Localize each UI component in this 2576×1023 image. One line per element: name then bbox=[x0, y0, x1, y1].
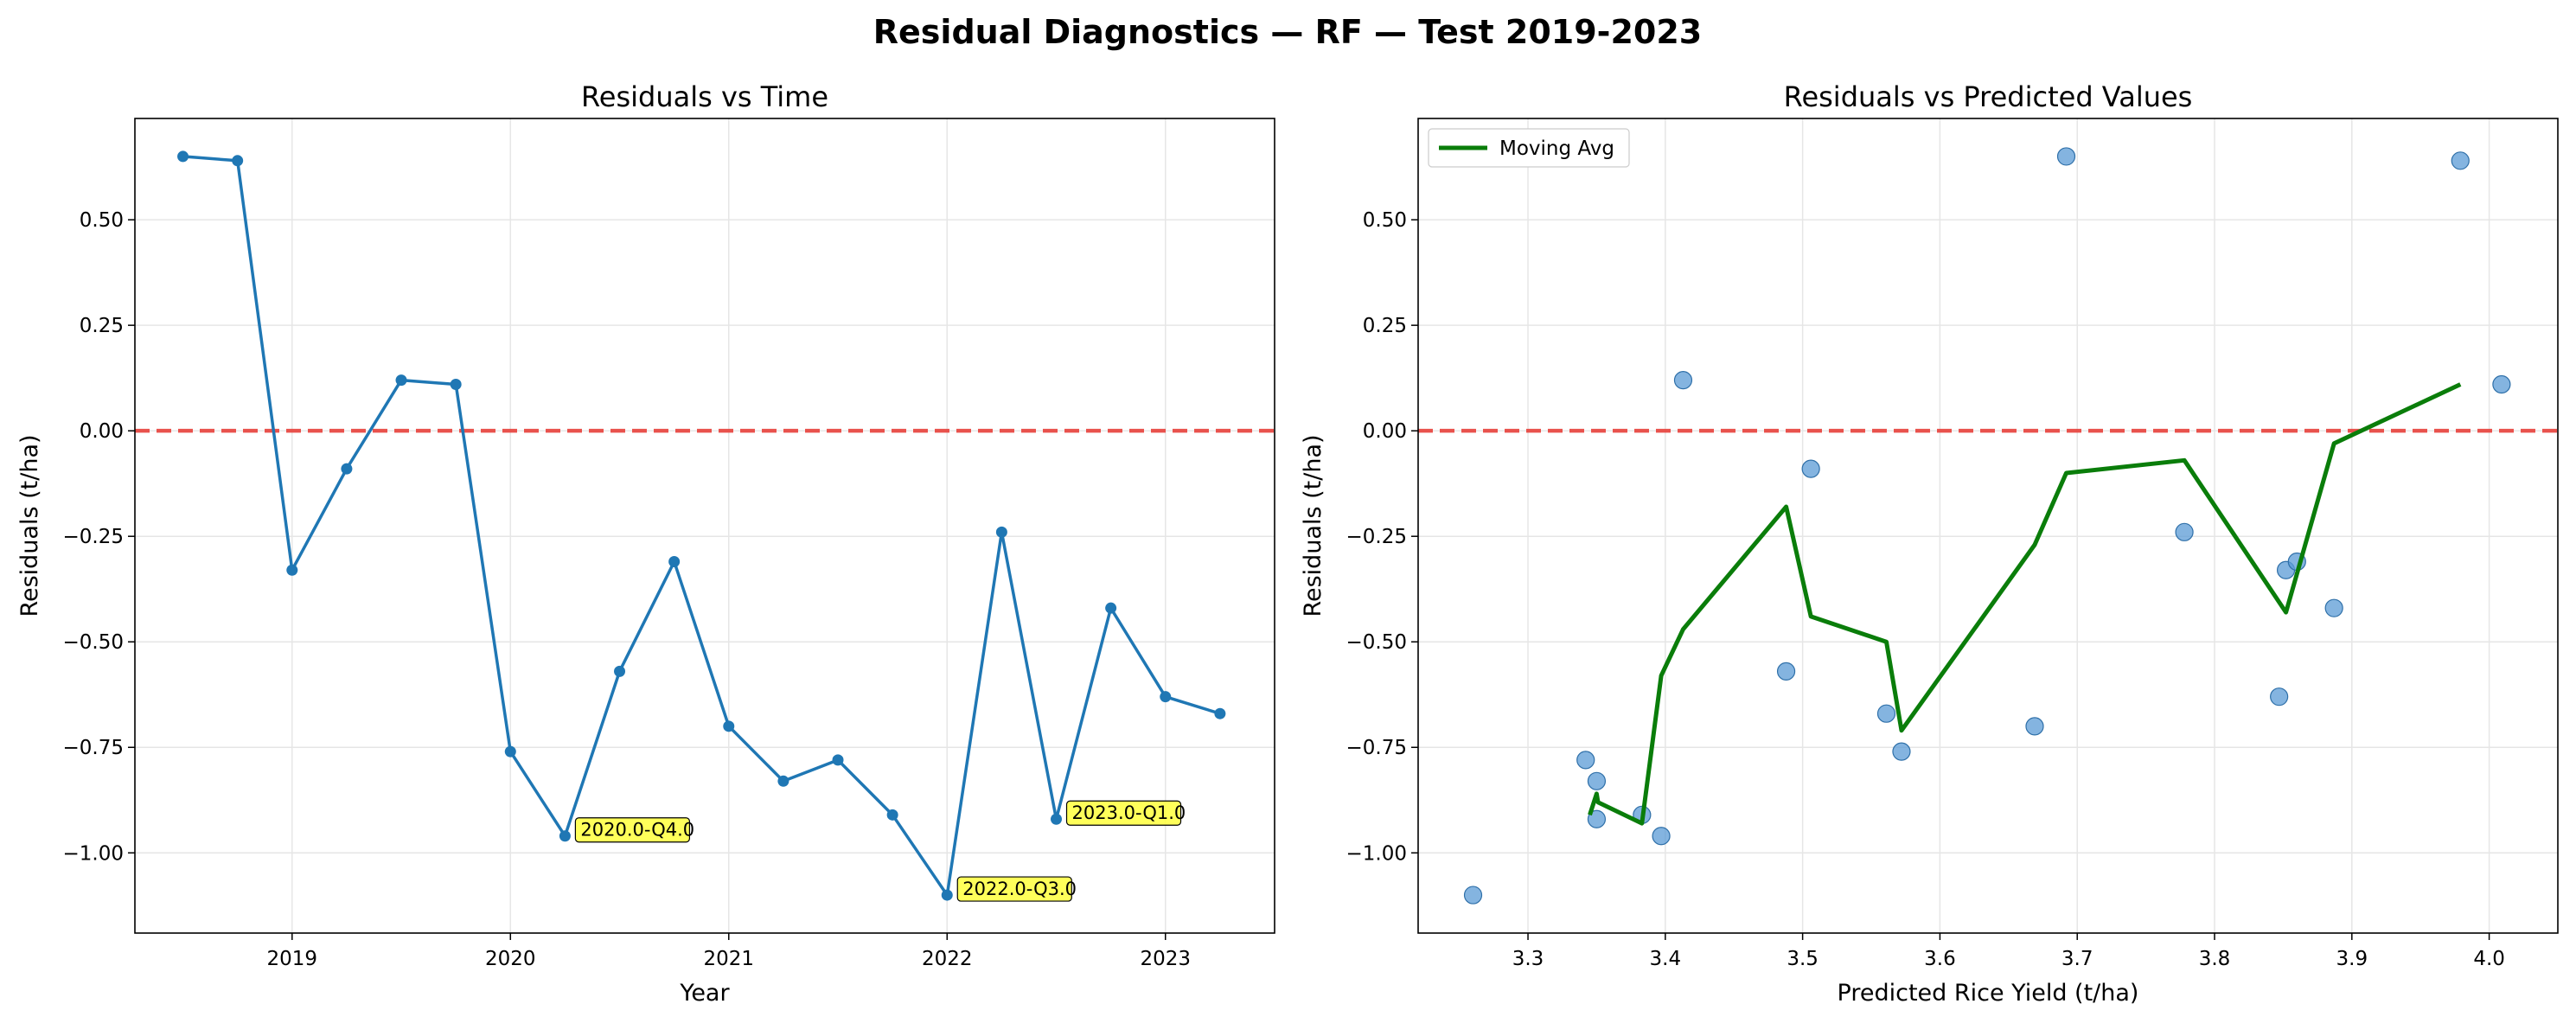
annotation-box bbox=[1065, 800, 1182, 826]
y-tick-label: −0.50 bbox=[63, 631, 124, 654]
residual-point bbox=[395, 374, 407, 387]
residual-point bbox=[668, 555, 681, 567]
y-tick-label: 0.50 bbox=[80, 209, 124, 232]
legend-box bbox=[1428, 128, 1630, 168]
x-ticks: 3.3 3.4 3.5 3.6 3.7 3.8 3.9 4.0 bbox=[1512, 933, 2505, 970]
x-tick-label: 3.5 bbox=[1787, 948, 1819, 970]
y-tick-label: −0.75 bbox=[1346, 737, 1407, 759]
scatter-point bbox=[1801, 459, 1820, 478]
residual-point bbox=[450, 378, 462, 390]
scatter-point bbox=[1587, 809, 1607, 828]
y-tick-label: −1.00 bbox=[63, 842, 124, 865]
residual-point bbox=[614, 665, 626, 677]
y-tick-label: 0.25 bbox=[80, 315, 124, 337]
y-tick-label: −0.50 bbox=[1346, 631, 1407, 654]
figure-title: Residual Diagnostics — RF — Test 2019-20… bbox=[873, 13, 1702, 51]
panel-residuals-vs-predicted: 3.3 3.4 3.5 3.6 3.7 3.8 3.9 4.0 −1.00 −0.75 −0.50… bbox=[1300, 80, 2559, 1007]
x-tick-label: 2019 bbox=[267, 948, 318, 970]
residual-point bbox=[1214, 707, 1226, 719]
scatter-point bbox=[2451, 151, 2470, 170]
x-axis-label: Predicted Rice Yield (t/ha) bbox=[1838, 980, 2139, 1007]
x-tick-label: 3.7 bbox=[2061, 948, 2093, 970]
y-tick-label: −1.00 bbox=[1346, 842, 1407, 865]
x-tick-label: 3.6 bbox=[1924, 948, 1956, 970]
y-tick-label: −0.75 bbox=[63, 737, 124, 759]
residual-points bbox=[1463, 147, 2511, 905]
x-tick-label: 2020 bbox=[485, 948, 536, 970]
residual-point bbox=[286, 564, 298, 576]
grid-lines bbox=[135, 118, 1275, 933]
y-tick-label: −0.25 bbox=[1346, 526, 1407, 548]
plot-frame bbox=[1417, 118, 2559, 934]
panel-title: Residuals vs Time bbox=[581, 80, 828, 113]
scatter-point bbox=[2025, 717, 2044, 736]
y-ticks: −1.00 −0.75 −0.50 −0.25 0.00 0.25 0.50 bbox=[1346, 209, 1418, 865]
y-tick-label: −0.25 bbox=[63, 526, 124, 548]
residual-point bbox=[1105, 602, 1117, 614]
residual-point bbox=[559, 830, 571, 842]
scatter-point bbox=[2056, 147, 2076, 166]
scatter-point bbox=[2492, 374, 2511, 394]
y-tick-label: 0.00 bbox=[1363, 420, 1407, 443]
scatter-point bbox=[1652, 827, 1671, 846]
x-tick-label: 3.8 bbox=[2199, 948, 2231, 970]
annotation-box bbox=[574, 817, 691, 843]
x-axis-label: Year bbox=[679, 980, 730, 1007]
x-tick-label: 2023 bbox=[1140, 948, 1191, 970]
scatter-point bbox=[1876, 704, 1896, 723]
x-tick-label: 2021 bbox=[704, 948, 755, 970]
y-tick-label: 0.25 bbox=[1363, 315, 1407, 337]
scatter-point bbox=[1776, 662, 1796, 681]
scatter-point bbox=[1892, 742, 1911, 761]
y-tick-label: 0.50 bbox=[1363, 209, 1407, 232]
x-ticks: 2019 2020 2021 2022 2023 bbox=[267, 933, 1191, 970]
residual-point bbox=[995, 526, 1007, 538]
annotation-label: 2022.0-Q3.0 bbox=[962, 879, 1077, 899]
plot-frame bbox=[134, 118, 1275, 934]
residual-point bbox=[1160, 691, 1172, 703]
scatter-point bbox=[1463, 886, 1483, 905]
x-tick-label: 3.4 bbox=[1650, 948, 1682, 970]
annotation-label: 2023.0-Q1.0 bbox=[1072, 802, 1186, 823]
annotation-label: 2020.0-Q4.0 bbox=[580, 820, 694, 841]
scatter-point bbox=[1587, 771, 1607, 790]
residual-point bbox=[1051, 813, 1063, 825]
y-axis-label: Residuals (t/ha) bbox=[1300, 434, 1326, 617]
residual-point bbox=[341, 463, 353, 475]
legend: Moving Avg bbox=[1428, 128, 1630, 168]
residual-point bbox=[886, 809, 898, 821]
residual-point bbox=[723, 720, 735, 732]
scatter-point bbox=[1576, 751, 1595, 770]
scatter-point bbox=[1673, 371, 1693, 390]
x-tick-label: 3.3 bbox=[1512, 948, 1544, 970]
panel-title: Residuals vs Predicted Values bbox=[1784, 80, 2193, 113]
y-ticks: −1.00 −0.75 −0.50 −0.25 0.00 0.25 0.50 bbox=[63, 209, 135, 865]
legend-label-moving-avg: Moving Avg bbox=[1499, 137, 1614, 160]
x-tick-label: 4.0 bbox=[2473, 948, 2505, 970]
scatter-point bbox=[2270, 687, 2289, 707]
residual-point bbox=[177, 150, 189, 163]
moving-average-series bbox=[1588, 382, 2462, 826]
moving-avg-line bbox=[1588, 382, 2462, 826]
scatter-point bbox=[2175, 522, 2194, 541]
residual-point bbox=[504, 745, 516, 758]
annotation-box bbox=[956, 876, 1072, 902]
x-tick-label: 2022 bbox=[922, 948, 973, 970]
y-axis-label: Residuals (t/ha) bbox=[16, 434, 43, 617]
residual-point bbox=[832, 754, 844, 766]
outlier-annotations: 2020.0-Q4.0 2022.0-Q3.0 2023.0-Q1.0 bbox=[574, 800, 1186, 902]
x-tick-label: 3.9 bbox=[2336, 948, 2368, 970]
residual-point bbox=[941, 889, 953, 901]
residual-line bbox=[182, 155, 1221, 897]
residual-point bbox=[232, 155, 244, 167]
residual-series bbox=[177, 150, 1226, 901]
y-tick-label: 0.00 bbox=[80, 420, 124, 443]
grid-lines bbox=[1418, 118, 2558, 933]
residual-point bbox=[777, 775, 789, 787]
scatter-point bbox=[2324, 598, 2343, 617]
